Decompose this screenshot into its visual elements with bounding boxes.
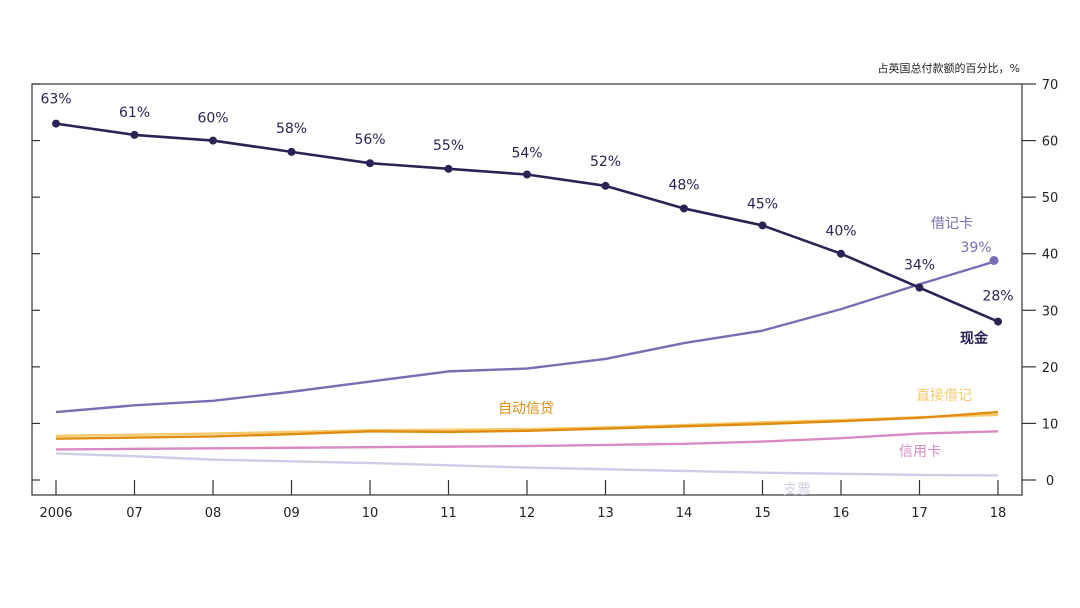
cash-point (915, 283, 924, 292)
cash-point (680, 204, 688, 213)
y-tick-label: 0 (1046, 474, 1054, 489)
y-axis: 0 10 20 30 40 50 60 70 (32, 78, 1058, 489)
cash-data-label: 48% (668, 177, 699, 193)
cash-point (994, 317, 1002, 326)
x-tick-label: 13 (597, 506, 614, 521)
cash-data-label: 63% (40, 92, 71, 108)
cash-data-label: 55% (433, 138, 464, 154)
x-tick-label: 11 (440, 506, 457, 521)
unit-label: 占英国总付款额的百分比，% (878, 61, 1020, 75)
x-tick-label: 18 (990, 506, 1007, 521)
cash-data-label: 58% (276, 121, 307, 137)
cash-point (287, 147, 296, 156)
series-line-3 (55, 410, 999, 440)
cash-point (523, 170, 531, 179)
cash-point (366, 159, 374, 168)
cash-data-label: 56% (354, 132, 385, 148)
y-tick-label: 60 (1042, 135, 1059, 150)
cash-point (130, 130, 139, 139)
y-tick-label: 50 (1042, 191, 1059, 206)
x-tick-label: 16 (833, 506, 850, 521)
x-axis: 2006 07 08 09 10 11 12 13 14 15 16 17 18 (39, 480, 1006, 521)
debit-end-label: 39% (960, 240, 991, 256)
x-tick-label: 17 (911, 506, 928, 521)
cash-data-label: 40% (825, 224, 856, 240)
cash-data-label: 54% (511, 146, 542, 162)
cash-data-label: 45% (747, 196, 778, 212)
series-name-label: 借记卡 (931, 216, 973, 232)
x-tick-label: 12 (519, 506, 536, 521)
series-line-4 (55, 413, 999, 438)
series-name-label: 直接借记 (916, 387, 972, 404)
debit-end-point (989, 256, 999, 266)
cash-data-label: 61% (119, 105, 150, 121)
data-labels: 63% 61% 60% 58% 56% 55% 54% 52% 48% 45% 40% 34% 28% 3… (40, 92, 1013, 498)
cash-data-label: 28% (982, 289, 1013, 305)
series-name-label: 自动信贷 (498, 401, 554, 417)
cash-data-label: 34% (904, 258, 935, 274)
y-tick-label: 70 (1042, 78, 1059, 93)
cash-point (209, 136, 217, 145)
y-tick-label: 10 (1042, 417, 1059, 432)
x-tick-label: 14 (676, 506, 693, 521)
y-tick-label: 40 (1042, 248, 1059, 263)
cash-point (444, 164, 453, 173)
series-name-label: 信用卡 (899, 444, 941, 460)
x-tick-label: 10 (362, 506, 379, 521)
x-tick-label: 08 (205, 506, 222, 521)
x-tick-label: 2006 (39, 506, 72, 521)
cash-data-label: 52% (590, 154, 621, 170)
series-line-5 (55, 430, 999, 451)
x-tick-label: 09 (283, 506, 300, 521)
series-name-label: 支票 (783, 482, 811, 498)
series-name-label: 现金 (960, 330, 989, 347)
cash-point (52, 119, 60, 128)
cash-data-label: 60% (197, 111, 228, 127)
series-markers (52, 119, 1002, 326)
cash-point (758, 221, 767, 230)
cash-point (837, 249, 845, 258)
y-tick-label: 30 (1042, 304, 1059, 319)
x-tick-label: 07 (126, 506, 143, 521)
cash-point (601, 181, 610, 190)
series-line-2 (55, 259, 999, 414)
series-line-6 (55, 452, 999, 477)
x-tick-label: 15 (754, 506, 771, 521)
y-tick-label: 20 (1042, 361, 1059, 376)
